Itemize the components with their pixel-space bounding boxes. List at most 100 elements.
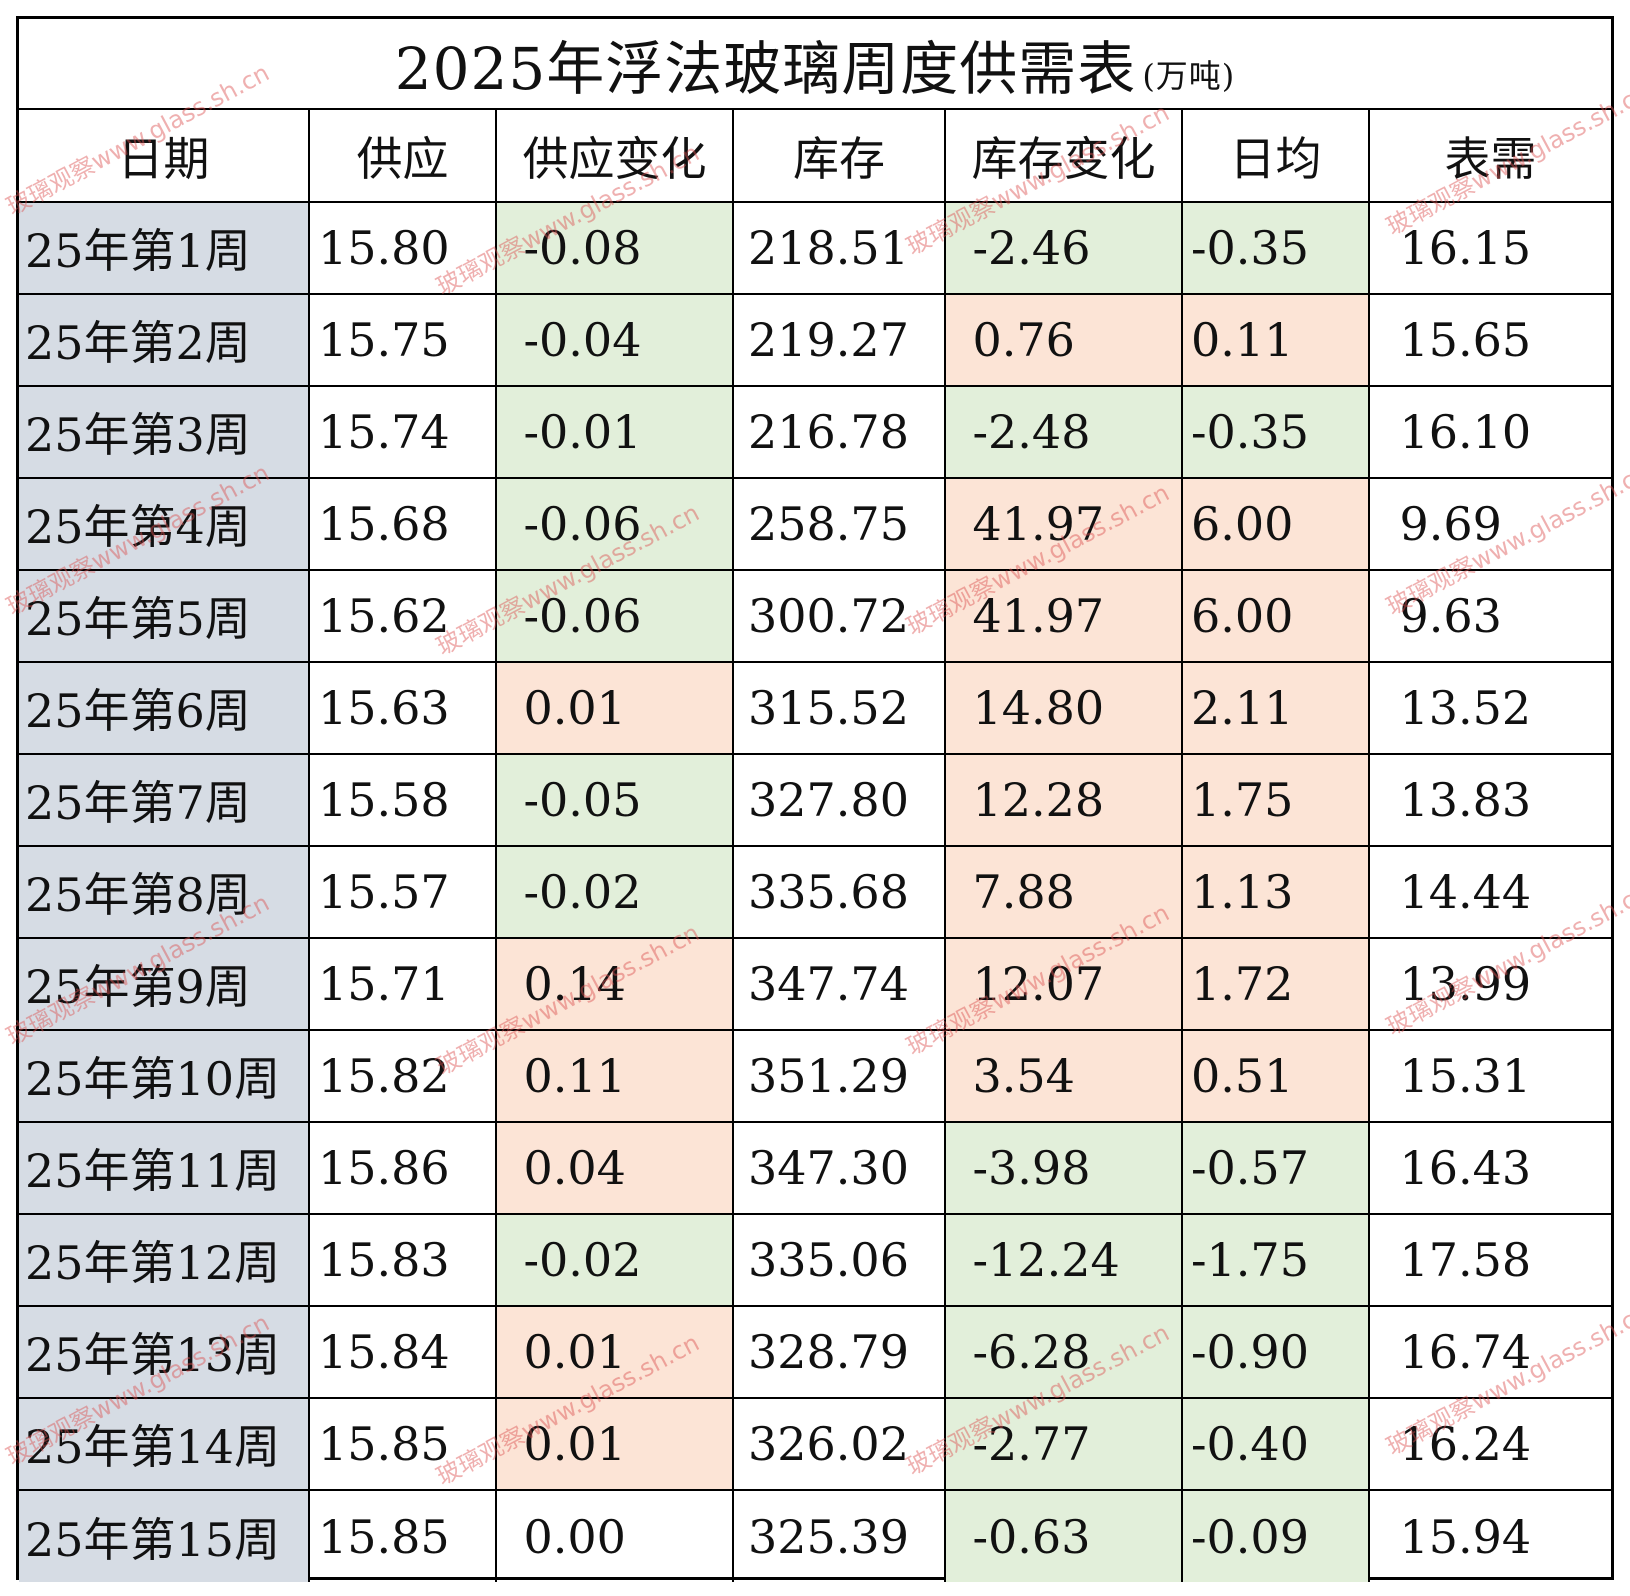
inventory-change-cell: -2.48 <box>944 385 1183 479</box>
inventory-cell: 335.06 <box>732 1213 946 1307</box>
cell-value: 17.58 <box>1399 1233 1532 1287</box>
cell-value: -0.02 <box>523 1233 642 1287</box>
supply-change-cell: -0.01 <box>495 385 734 479</box>
table-row: 25年第13周 15.84 0.01 328.79 -6.28 -0.90 16.74 <box>19 1305 1611 1399</box>
cell-value: 335.68 <box>748 865 909 919</box>
cell-value: -0.06 <box>523 589 642 643</box>
supply-change-cell: -0.06 <box>495 569 734 663</box>
inventory-cell: 325.39 <box>732 1489 946 1582</box>
date-cell: 25年第1周 <box>19 202 310 295</box>
cell-value: 12.28 <box>972 773 1105 827</box>
cell-value: 315.52 <box>748 681 909 735</box>
apparent-demand-cell: 15.31 <box>1368 1029 1611 1123</box>
cell-value: 216.78 <box>748 405 909 459</box>
table-row: 25年第5周 15.62 -0.06 300.72 41.97 6.00 9.63 <box>19 569 1611 663</box>
apparent-demand-cell: 16.43 <box>1368 1121 1611 1215</box>
supply-change-cell: -0.08 <box>495 202 734 295</box>
column-header: 供应变化 <box>495 110 734 203</box>
cell-value: 0.51 <box>1191 1049 1294 1103</box>
table-row: 25年第4周 15.68 -0.06 258.75 41.97 6.00 9.69 <box>19 477 1611 571</box>
cell-value: 347.30 <box>748 1141 909 1195</box>
inventory-change-cell: 41.97 <box>944 569 1183 663</box>
supply-cell: 15.82 <box>308 1029 497 1123</box>
inventory-change-cell: 3.54 <box>944 1029 1183 1123</box>
cell-value: 1.13 <box>1191 865 1294 919</box>
apparent-demand-cell: 9.63 <box>1368 569 1611 663</box>
inventory-cell: 300.72 <box>732 569 946 663</box>
cell-value: 1.75 <box>1191 773 1294 827</box>
cell-value: -0.06 <box>523 497 642 551</box>
supply-cell: 15.75 <box>308 293 497 387</box>
table-row: 25年第12周 15.83 -0.02 335.06 -12.24 -1.75 17.58 <box>19 1213 1611 1307</box>
daily-avg-cell: 1.13 <box>1181 845 1370 939</box>
column-header: 供应 <box>308 110 497 203</box>
table-row: 25年第10周 15.82 0.11 351.29 3.54 0.51 15.31 <box>19 1029 1611 1123</box>
date-cell: 25年第15周 <box>19 1489 310 1582</box>
cell-value: -0.04 <box>523 313 642 367</box>
cell-value: 15.65 <box>1399 313 1532 367</box>
daily-avg-cell: 0.11 <box>1181 293 1370 387</box>
inventory-change-cell: 41.97 <box>944 477 1183 571</box>
inventory-cell: 347.74 <box>732 937 946 1031</box>
table-row: 25年第1周 15.80 -0.08 218.51 -2.46 -0.35 16.15 <box>19 202 1611 295</box>
daily-avg-cell: 6.00 <box>1181 477 1370 571</box>
cell-value: 15.68 <box>318 497 450 551</box>
cell-value: 15.85 <box>318 1417 450 1471</box>
inventory-change-cell: 0.76 <box>944 293 1183 387</box>
cell-value: 0.00 <box>523 1509 626 1564</box>
table-row: 25年第14周 15.85 0.01 326.02 -2.77 -0.40 16.24 <box>19 1397 1611 1491</box>
supply-cell: 15.63 <box>308 661 497 755</box>
date-cell: 25年第6周 <box>19 661 310 755</box>
apparent-demand-cell: 13.99 <box>1368 937 1611 1031</box>
cell-value: -12.24 <box>972 1233 1120 1287</box>
date-cell: 25年第13周 <box>19 1305 310 1399</box>
apparent-demand-cell: 16.24 <box>1368 1397 1611 1491</box>
cell-value: -0.02 <box>523 865 642 919</box>
date-cell: 25年第12周 <box>19 1213 310 1307</box>
supply-change-cell: 0.01 <box>495 1397 734 1491</box>
column-header: 表需 <box>1368 110 1611 203</box>
cell-value: -0.01 <box>523 405 642 459</box>
supply-change-cell: -0.05 <box>495 753 734 847</box>
supply-cell: 15.62 <box>308 569 497 663</box>
table-row: 25年第8周 15.57 -0.02 335.68 7.88 1.13 14.44 <box>19 845 1611 939</box>
supply-cell: 15.57 <box>308 845 497 939</box>
cell-value: 6.00 <box>1191 589 1294 643</box>
supply-change-cell: -0.02 <box>495 1213 734 1307</box>
cell-value: 258.75 <box>748 497 909 551</box>
unit-label: (万吨) <box>1142 56 1236 95</box>
cell-value: 13.83 <box>1399 773 1532 827</box>
apparent-demand-cell: 16.10 <box>1368 385 1611 479</box>
cell-value: 14.80 <box>972 681 1105 735</box>
table-title: 2025年浮法玻璃周度供需表 (万吨) <box>19 19 1611 110</box>
date-cell: 25年第11周 <box>19 1121 310 1215</box>
supply-cell: 15.85 <box>308 1397 497 1491</box>
cell-value: 0.76 <box>972 313 1075 367</box>
table-row: 25年第6周 15.63 0.01 315.52 14.80 2.11 13.52 <box>19 661 1611 755</box>
cell-value: 327.80 <box>748 773 909 827</box>
table-row: 25年第7周 15.58 -0.05 327.80 12.28 1.75 13.83 <box>19 753 1611 847</box>
date-cell: 25年第2周 <box>19 293 310 387</box>
inventory-cell: 327.80 <box>732 753 946 847</box>
inventory-change-cell: -2.77 <box>944 1397 1183 1491</box>
cell-value: 0.01 <box>523 1417 626 1471</box>
cell-value: 0.14 <box>523 957 626 1011</box>
cell-value: 15.74 <box>318 405 450 459</box>
date-cell: 25年第9周 <box>19 937 310 1031</box>
cell-value: -0.35 <box>1191 221 1309 275</box>
supply-cell: 15.74 <box>308 385 497 479</box>
column-header: 库存 <box>732 110 946 203</box>
inventory-change-cell: 14.80 <box>944 661 1183 755</box>
cell-value: 16.15 <box>1399 221 1532 275</box>
supply-cell: 15.71 <box>308 937 497 1031</box>
cell-value: 15.82 <box>318 1049 450 1103</box>
supply-change-cell: 0.00 <box>495 1489 734 1582</box>
inventory-cell: 315.52 <box>732 661 946 755</box>
cell-value: 15.80 <box>318 221 450 275</box>
cell-value: 326.02 <box>748 1417 909 1471</box>
daily-avg-cell: -0.40 <box>1181 1397 1370 1491</box>
cell-value: 0.11 <box>523 1049 626 1103</box>
cell-value: 351.29 <box>748 1049 909 1103</box>
header-row: 日期 供应 供应变化 库存 库存变化 日均 表需 <box>19 110 1611 203</box>
cell-value: 0.01 <box>523 681 626 735</box>
